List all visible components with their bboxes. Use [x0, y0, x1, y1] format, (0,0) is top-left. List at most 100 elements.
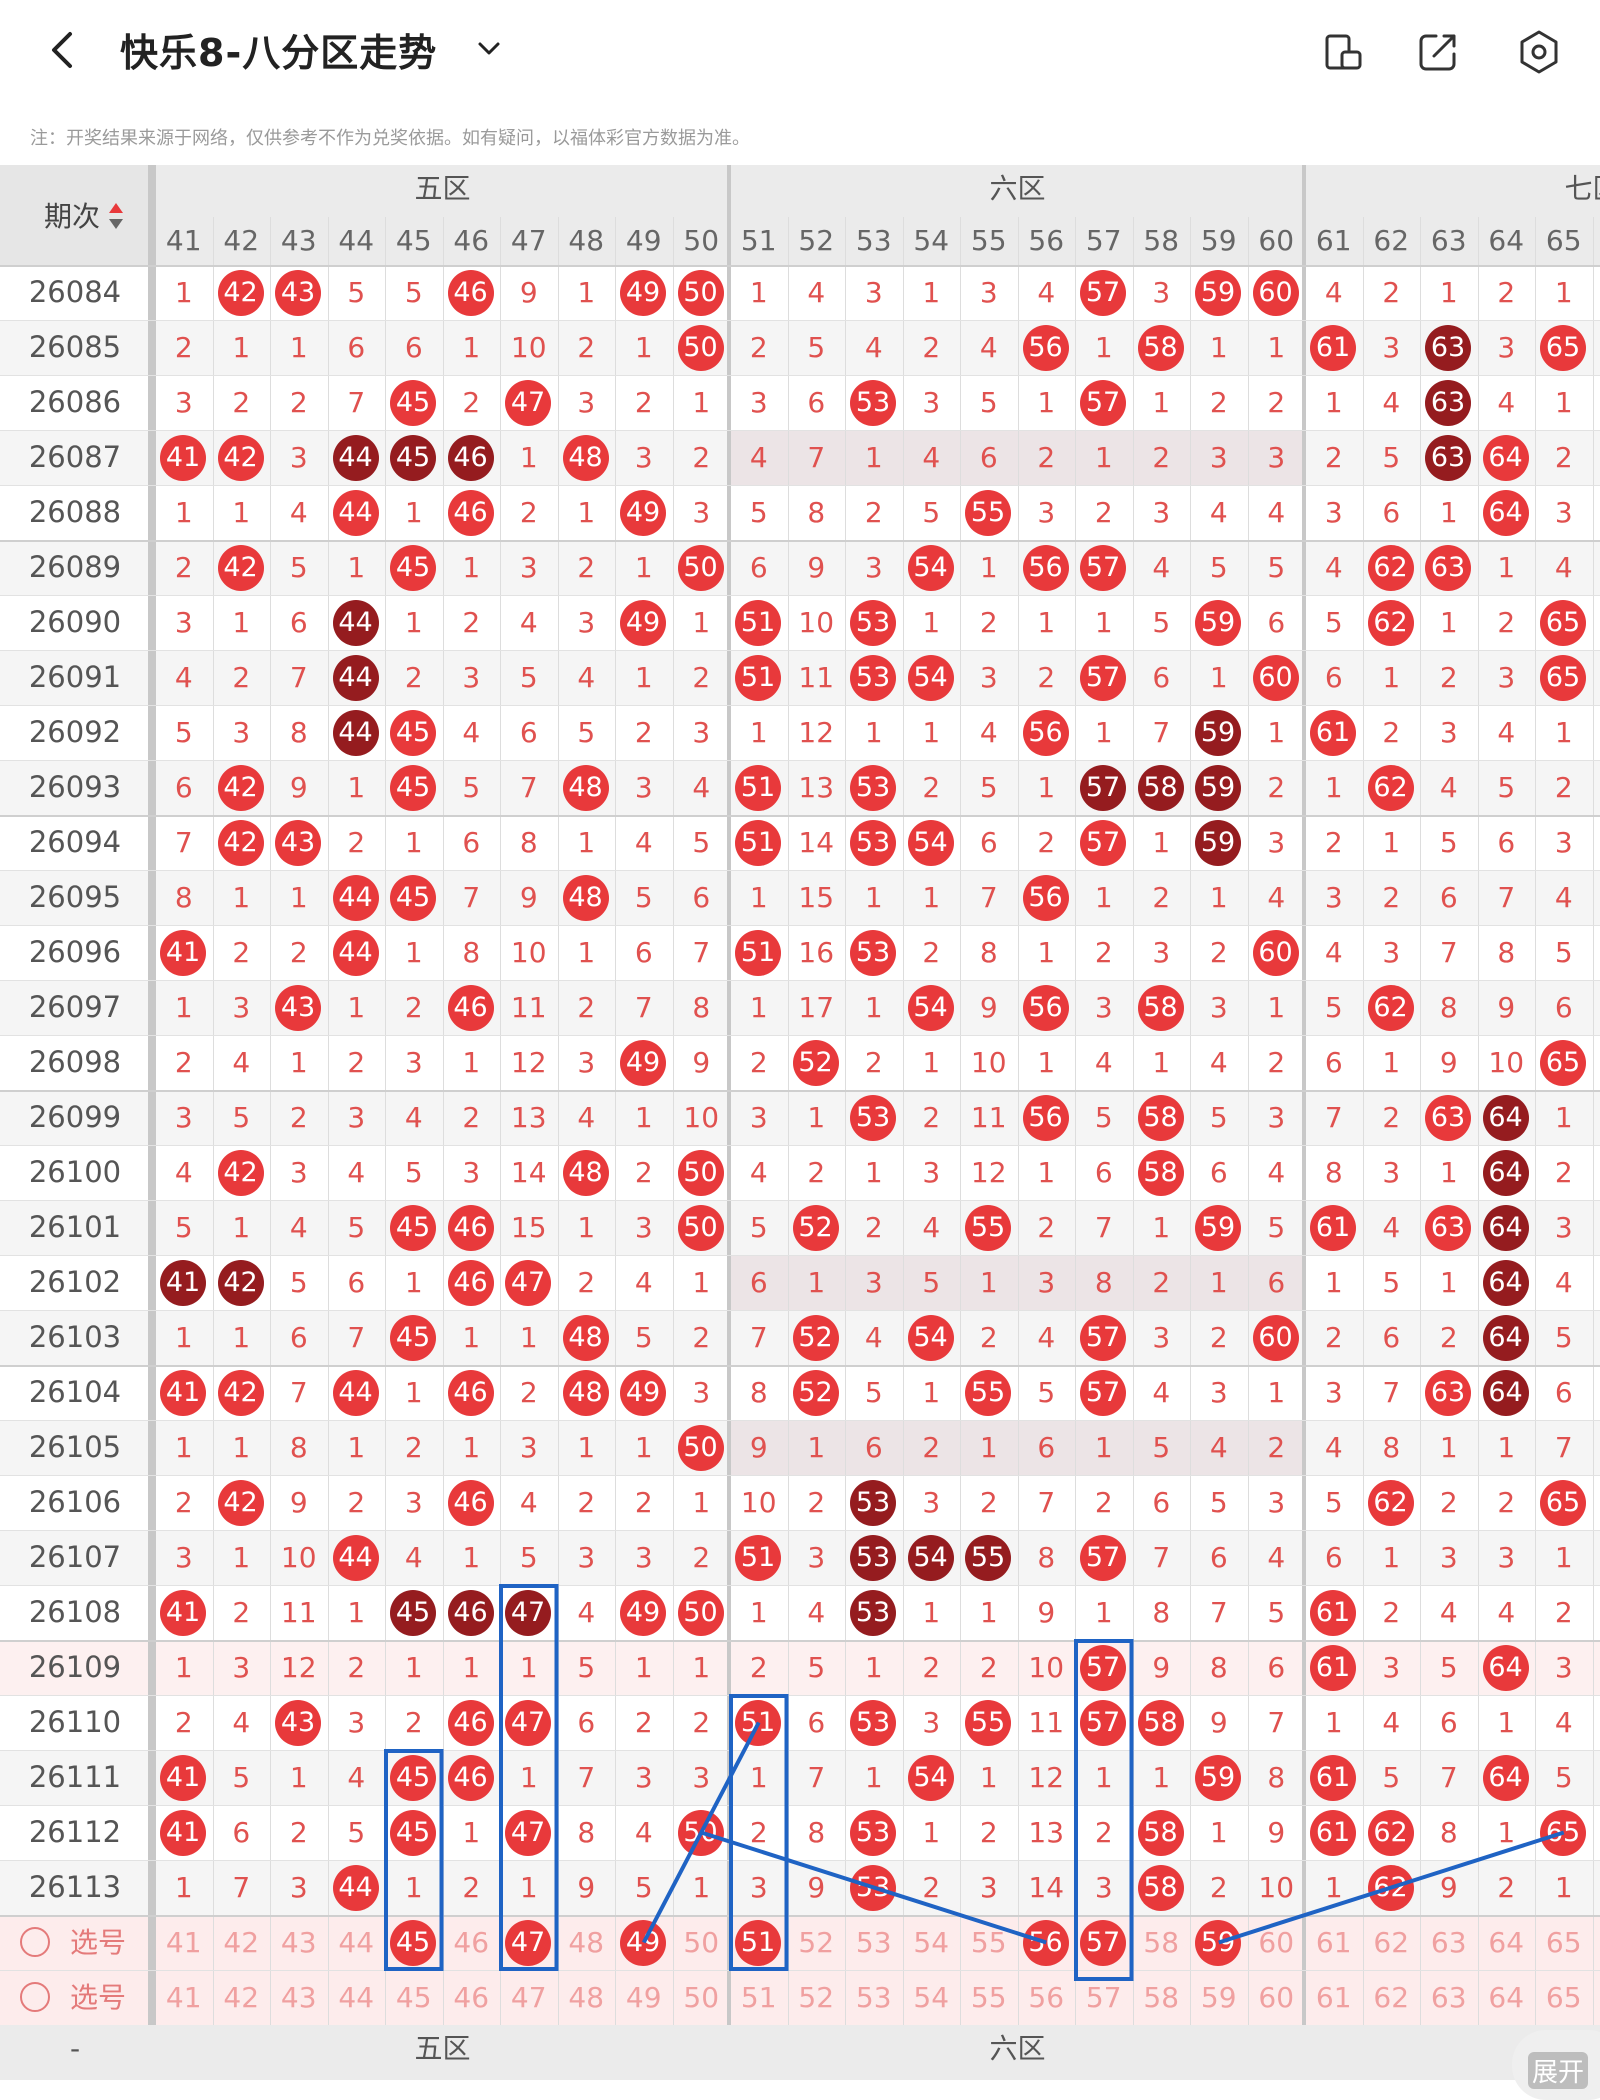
period-cell[interactable]: 26097 — [28, 990, 122, 1024]
period-cell[interactable]: 26096 — [28, 935, 122, 969]
pick-number-cell[interactable]: 49 — [615, 1915, 673, 1970]
period-cell[interactable]: 26111 — [28, 1760, 122, 1794]
pick-number-cell[interactable]: 48 — [568, 1926, 605, 1959]
pick-number-cell[interactable]: 53 — [855, 1926, 892, 1959]
picked-number-ball[interactable]: 56 — [1022, 1920, 1069, 1966]
period-cell[interactable]: 26105 — [28, 1430, 122, 1464]
device-icon[interactable] — [1320, 28, 1368, 76]
pick-number-cell[interactable]: 56 — [1018, 1915, 1076, 1970]
period-cell[interactable]: 26094 — [28, 825, 122, 859]
pick-number-cell[interactable]: 41 — [165, 1926, 202, 1959]
picked-number-ball[interactable]: 51 — [735, 1920, 781, 1966]
pick-number-cell[interactable]: 59 — [1200, 1981, 1237, 2014]
picked-number-ball[interactable]: 59 — [1195, 1920, 1241, 1966]
pick-number-cell[interactable]: 51 — [740, 1981, 777, 2014]
pick-number-cell[interactable]: 60 — [1258, 1981, 1295, 2014]
pick-number-cell[interactable]: 63 — [1430, 1926, 1467, 1959]
pick-number-cell[interactable]: 48 — [568, 1981, 605, 2014]
period-cell[interactable]: 26100 — [28, 1155, 122, 1189]
pick-number-cell[interactable]: 47 — [500, 1915, 558, 1970]
period-cell[interactable]: 26113 — [28, 1870, 122, 1904]
pick-number-cell[interactable]: 43 — [280, 1981, 317, 2014]
pick-number-cell[interactable]: 45 — [385, 1915, 443, 1970]
page-title[interactable]: 快乐8-八分区走势 — [120, 31, 438, 75]
pick-number-cell[interactable]: 55 — [970, 1981, 1007, 2014]
pick-number-cell[interactable]: 43 — [280, 1926, 317, 1959]
picked-number-ball[interactable]: 57 — [1080, 1920, 1126, 1966]
pick-number-cell[interactable]: 42 — [223, 1926, 260, 1959]
period-cell[interactable]: 26106 — [28, 1485, 122, 1519]
pick-number-cell[interactable]: 61 — [1315, 1926, 1352, 1959]
period-cell[interactable]: 26093 — [28, 770, 122, 804]
period-cell[interactable]: 26087 — [28, 440, 122, 474]
pick-number-cell[interactable]: 62 — [1373, 1926, 1410, 1959]
period-cell[interactable]: 26095 — [28, 880, 122, 914]
period-cell[interactable]: 26091 — [28, 660, 122, 694]
period-cell[interactable]: 26099 — [28, 1100, 122, 1134]
period-cell[interactable]: 26112 — [28, 1815, 122, 1849]
pick-number-cell[interactable]: 57 — [1075, 1915, 1133, 1970]
period-cell[interactable]: 26090 — [28, 605, 122, 639]
period-cell[interactable]: 26109 — [28, 1650, 122, 1684]
radio-icon[interactable] — [20, 1982, 50, 2012]
pick-number-cell[interactable]: 52 — [798, 1981, 835, 2014]
pick-number-cell[interactable]: 52 — [798, 1926, 835, 1959]
period-cell[interactable]: 26085 — [28, 330, 122, 364]
pick-number-cell[interactable]: 45 — [395, 1981, 432, 2014]
pick-number-cell[interactable]: 65 — [1545, 1981, 1582, 2014]
pick-number-cell[interactable]: 51 — [730, 1915, 788, 1970]
period-cell[interactable]: 26088 — [28, 495, 122, 529]
sort-icon[interactable] — [108, 201, 124, 231]
period-cell[interactable]: 26098 — [28, 1045, 122, 1079]
select-row-label[interactable]: 选号 — [0, 1970, 150, 2025]
pick-number-cell[interactable]: 47 — [510, 1981, 547, 2014]
pick-number-cell[interactable]: 60 — [1258, 1926, 1295, 1959]
pick-number-cell[interactable]: 58 — [1143, 1981, 1180, 2014]
picked-number-ball[interactable]: 49 — [620, 1920, 666, 1966]
settings-icon[interactable] — [1515, 28, 1563, 76]
pick-number-cell[interactable]: 64 — [1488, 1981, 1525, 2014]
period-cell[interactable]: 26107 — [28, 1540, 122, 1574]
pick-number-cell[interactable]: 58 — [1143, 1926, 1180, 1959]
period-cell[interactable]: 26103 — [28, 1320, 122, 1354]
pick-number-cell[interactable]: 53 — [855, 1981, 892, 2014]
pick-number-cell[interactable]: 50 — [683, 1981, 720, 2014]
pick-number-cell[interactable]: 50 — [683, 1926, 720, 1959]
select-row-label[interactable]: 选号 — [0, 1915, 150, 1970]
period-cell[interactable]: 26089 — [28, 550, 122, 584]
back-icon[interactable] — [40, 26, 88, 74]
pick-number-cell[interactable]: 44 — [338, 1981, 375, 2014]
share-icon[interactable] — [1414, 28, 1462, 76]
period-cell[interactable]: 26101 — [28, 1210, 122, 1244]
pick-number-cell[interactable]: 46 — [453, 1981, 490, 2014]
caret-down-icon[interactable] — [472, 32, 506, 66]
period-cell[interactable]: 26102 — [28, 1265, 122, 1299]
pick-number-cell[interactable]: 56 — [1028, 1981, 1065, 2014]
pick-number-cell[interactable]: 42 — [223, 1981, 260, 2014]
period-column-header[interactable]: 期次 — [0, 165, 150, 265]
pick-number-cell[interactable]: 63 — [1430, 1981, 1467, 2014]
pick-number-cell[interactable]: 62 — [1373, 1981, 1410, 2014]
period-cell[interactable]: 26086 — [28, 385, 122, 419]
pick-number-cell[interactable]: 57 — [1085, 1981, 1122, 2014]
radio-icon[interactable] — [20, 1927, 50, 1957]
pick-number-cell[interactable]: 49 — [625, 1981, 662, 2014]
period-cell[interactable]: 26084 — [28, 275, 122, 309]
expand-button[interactable]: 展开 — [1512, 2030, 1600, 2100]
pick-number-cell[interactable]: 54 — [913, 1926, 950, 1959]
pick-number-cell[interactable]: 41 — [165, 1981, 202, 2014]
pick-number-cell[interactable]: 44 — [338, 1926, 375, 1959]
period-cell[interactable]: 26110 — [28, 1705, 122, 1739]
period-cell[interactable]: 26108 — [28, 1595, 122, 1629]
picked-number-ball[interactable]: 47 — [505, 1920, 551, 1966]
pick-number-cell[interactable]: 65 — [1545, 1926, 1582, 1959]
pick-number-cell[interactable]: 64 — [1488, 1926, 1525, 1959]
pick-number-cell[interactable]: 54 — [913, 1981, 950, 2014]
picked-number-ball[interactable]: 45 — [390, 1920, 436, 1966]
period-cell[interactable]: 26092 — [28, 715, 122, 749]
pick-number-cell[interactable]: 59 — [1190, 1915, 1248, 1970]
pick-number-cell[interactable]: 55 — [970, 1926, 1007, 1959]
pick-number-cell[interactable]: 46 — [453, 1926, 490, 1959]
pick-number-cell[interactable]: 61 — [1315, 1981, 1352, 2014]
period-cell[interactable]: 26104 — [28, 1375, 122, 1409]
